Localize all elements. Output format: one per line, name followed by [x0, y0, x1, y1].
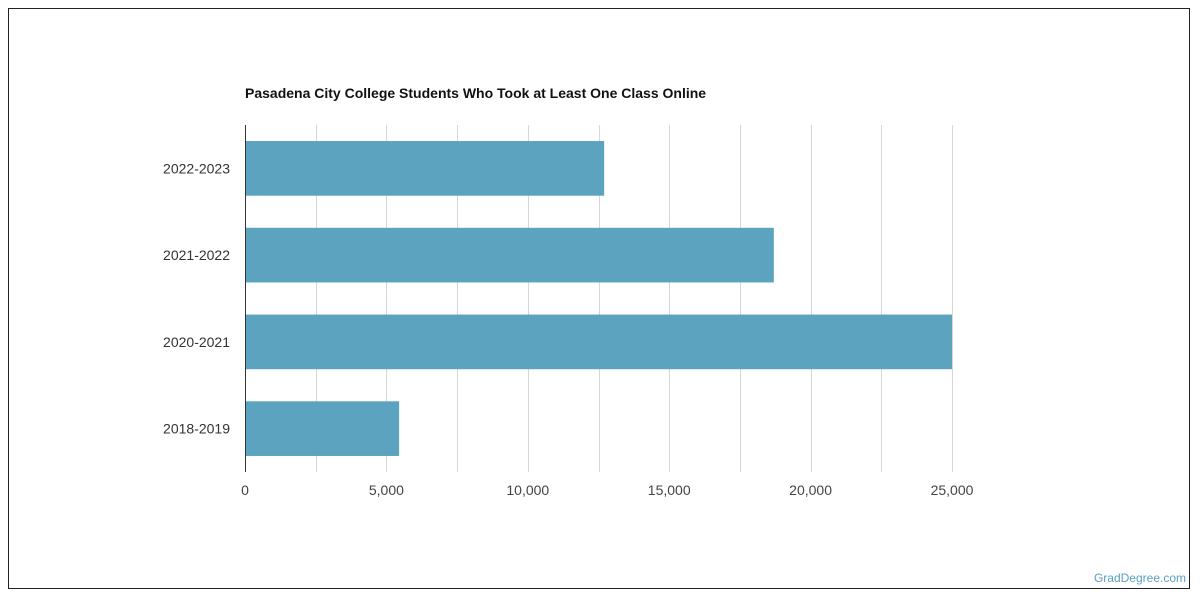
y-tick-label: 2018-2019 [163, 421, 230, 437]
bar-2018-2019 [246, 401, 400, 456]
x-tick-label: 25,000 [931, 482, 974, 498]
bar-2021-2022 [246, 227, 774, 283]
bars [246, 141, 952, 456]
x-tick-label: 15,000 [648, 482, 691, 498]
y-tick-label: 2021-2022 [163, 247, 230, 263]
x-tick-label: 5,000 [369, 482, 404, 498]
x-tick-label: 10,000 [506, 482, 549, 498]
bar-2020-2021 [246, 314, 952, 370]
site-brand-link[interactable]: GradDegree.com [1093, 571, 1186, 585]
x-axis-ticks: 0 5,000 10,000 15,000 20,000 25,000 [241, 482, 974, 498]
y-axis-ticks: 2022-2023 2021-2022 2020-2021 2018-2019 [163, 160, 230, 436]
chart-title: Pasadena City College Students Who Took … [245, 85, 707, 101]
chart-frame [8, 8, 1190, 589]
y-tick-label: 2022-2023 [163, 160, 230, 176]
x-tick-label: 0 [241, 482, 249, 498]
x-tick-label: 20,000 [789, 482, 832, 498]
y-tick-label: 2020-2021 [163, 334, 230, 350]
bar-2022-2023 [246, 141, 605, 196]
